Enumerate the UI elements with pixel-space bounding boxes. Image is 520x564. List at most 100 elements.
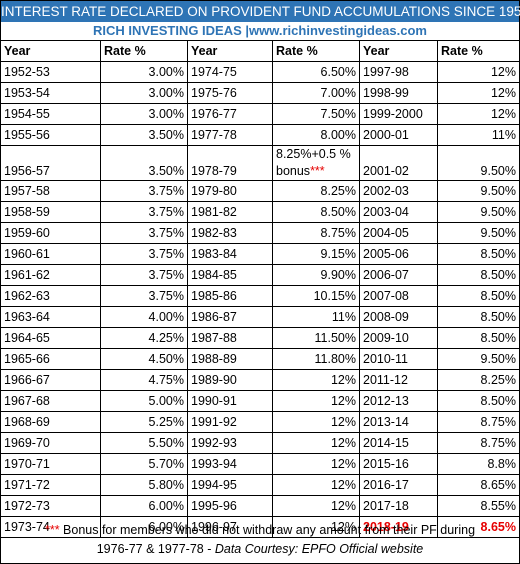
col-header-year: Year xyxy=(187,40,273,62)
year-cell: 2006-07 xyxy=(359,264,438,286)
year-cell: 1987-88 xyxy=(187,327,273,349)
rate-cell: 12% xyxy=(272,495,360,517)
year-cell: 1968-69 xyxy=(0,411,101,433)
table-row: 1968-69 5.25% 1991-92 12% 2013-14 8.75% xyxy=(0,411,520,433)
bonus-word: bonus xyxy=(276,164,311,178)
year-cell: 1989-90 xyxy=(187,369,273,391)
year-cell: 1997-98 xyxy=(359,61,438,83)
rate-cell: 12% xyxy=(272,453,360,475)
rate-cell: 9.90% xyxy=(272,264,360,286)
col-header-year: Year xyxy=(0,40,101,62)
year-cell: 2008-09 xyxy=(359,306,438,328)
rate-cell: 10.15% xyxy=(272,285,360,307)
interest-rate-table: Year Rate % Year Rate % Year Rate % 1952… xyxy=(0,40,520,538)
year-cell: 1970-71 xyxy=(0,453,101,475)
rate-cell: 4.25% xyxy=(100,327,188,349)
rate-cell: 5.80% xyxy=(100,474,188,496)
bonus-rate-value: 8.25%+0.5 % xyxy=(276,147,351,161)
year-cell: 2001-02 xyxy=(359,145,438,181)
table-row: 1959-60 3.75% 1982-83 8.75% 2004-05 9.50% xyxy=(0,222,520,244)
year-cell: 2017-18 xyxy=(359,495,438,517)
rate-cell: 3.75% xyxy=(100,285,188,307)
table-row: 1962-63 3.75% 1985-86 10.15% 2007-08 8.50% xyxy=(0,285,520,307)
year-cell: 2012-13 xyxy=(359,390,438,412)
year-cell: 1960-61 xyxy=(0,243,101,265)
year-cell: 1959-60 xyxy=(0,222,101,244)
table-row: 1971-72 5.80% 1994-95 12% 2016-17 8.65% xyxy=(0,474,520,496)
rate-cell: 8.50% xyxy=(437,243,520,265)
year-cell: 1962-63 xyxy=(0,285,101,307)
data-source: Data Courtesy: EPFO Official website xyxy=(214,542,424,556)
rate-cell: 8.50% xyxy=(437,264,520,286)
year-cell: 1969-70 xyxy=(0,432,101,454)
rate-cell: 8.75% xyxy=(437,411,520,433)
year-cell: 1993-94 xyxy=(187,453,273,475)
rate-cell: 3.50% xyxy=(100,145,188,181)
footnote-marker: *** xyxy=(44,523,60,537)
year-cell: 2004-05 xyxy=(359,222,438,244)
rate-cell: 11.80% xyxy=(272,348,360,370)
rate-cell: 8.50% xyxy=(272,201,360,223)
year-cell: 1956-57 xyxy=(0,145,101,181)
year-cell: 1995-96 xyxy=(187,495,273,517)
rate-cell: 9.50% xyxy=(437,201,520,223)
footnote: *** Bonus for members who did not withdr… xyxy=(0,521,520,564)
year-cell: 1963-64 xyxy=(0,306,101,328)
year-cell: 1953-54 xyxy=(0,82,101,104)
year-cell: 1988-89 xyxy=(187,348,273,370)
rate-cell: 4.50% xyxy=(100,348,188,370)
table-row: 1955-56 3.50% 1977-78 8.00% 2000-01 11% xyxy=(0,124,520,146)
table-row: 1963-64 4.00% 1986-87 11% 2008-09 8.50% xyxy=(0,306,520,328)
rate-cell: 3.00% xyxy=(100,82,188,104)
year-cell: 1965-66 xyxy=(0,348,101,370)
table-row: 1972-73 6.00% 1995-96 12% 2017-18 8.55% xyxy=(0,495,520,517)
year-cell: 1999-2000 xyxy=(359,103,438,125)
rate-cell: 7.50% xyxy=(272,103,360,125)
year-cell: 1983-84 xyxy=(187,243,273,265)
footnote-years: 1976-77 & 1977-78 - xyxy=(96,542,215,556)
rate-cell: 9.50% xyxy=(437,222,520,244)
rate-cell: 9.50% xyxy=(437,180,520,202)
rate-cell: 6.50% xyxy=(272,61,360,83)
year-cell: 1973-74 xyxy=(0,516,101,538)
col-header-rate: Rate % xyxy=(437,40,520,62)
year-cell: 1952-53 xyxy=(0,61,101,83)
bonus-rate-note: bonus*** xyxy=(276,163,356,180)
year-cell: 1975-76 xyxy=(187,82,273,104)
table-row: 1970-71 5.70% 1993-94 12% 2015-16 8.8% xyxy=(0,453,520,475)
year-cell: 1984-85 xyxy=(187,264,273,286)
rate-cell: 3.50% xyxy=(100,124,188,146)
table-row: 1965-66 4.50% 1988-89 11.80% 2010-11 9.50% xyxy=(0,348,520,370)
year-cell: 1996-97 xyxy=(187,516,273,538)
year-cell: 1957-58 xyxy=(0,180,101,202)
rate-cell: 8.25% xyxy=(272,180,360,202)
year-cell: 1994-95 xyxy=(187,474,273,496)
year-cell: 1979-80 xyxy=(187,180,273,202)
rate-cell: 12% xyxy=(272,390,360,412)
footnote-line-2: 1976-77 & 1977-78 - Data Courtesy: EPFO … xyxy=(1,540,519,559)
rate-cell: 5.70% xyxy=(100,453,188,475)
year-cell: 1954-55 xyxy=(0,103,101,125)
table-row: 1957-58 3.75% 1979-80 8.25% 2002-03 9.50% xyxy=(0,180,520,202)
year-cell: 1990-91 xyxy=(187,390,273,412)
rate-cell: 12% xyxy=(437,61,520,83)
rate-cell: 12% xyxy=(437,103,520,125)
rate-cell: 8.50% xyxy=(437,390,520,412)
year-cell: 1972-73 xyxy=(0,495,101,517)
rate-cell: 11% xyxy=(437,124,520,146)
year-cell: 1978-79 xyxy=(187,145,273,181)
col-header-rate: Rate % xyxy=(100,40,188,62)
table-row: 1958-59 3.75% 1981-82 8.50% 2003-04 9.50% xyxy=(0,201,520,223)
rate-cell: 9.50% xyxy=(437,145,520,181)
table-row: 1966-67 4.75% 1989-90 12% 2011-12 8.25% xyxy=(0,369,520,391)
rate-cell: 11.50% xyxy=(272,327,360,349)
rate-cell: 8.55% xyxy=(437,495,520,517)
table-row: 1960-61 3.75% 1983-84 9.15% 2005-06 8.50% xyxy=(0,243,520,265)
bonus-rate-cell: 8.25%+0.5 % bonus*** xyxy=(272,145,360,181)
year-cell: 2007-08 xyxy=(359,285,438,307)
rate-cell: 12% xyxy=(272,411,360,433)
rate-cell: 12% xyxy=(272,369,360,391)
rate-cell: 3.75% xyxy=(100,201,188,223)
table-row: 1967-68 5.00% 1990-91 12% 2012-13 8.50% xyxy=(0,390,520,412)
